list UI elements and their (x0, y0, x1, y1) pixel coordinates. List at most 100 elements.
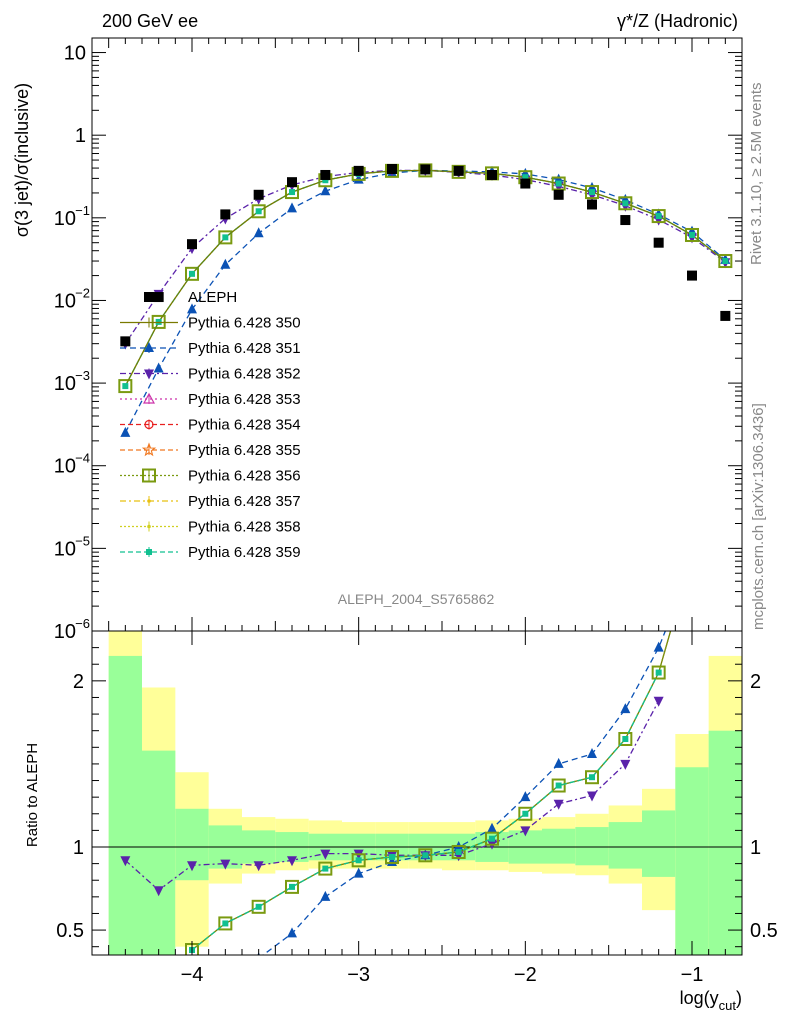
legend-entry-s351: Pythia 6.428 351 (120, 340, 301, 357)
ratio-point-s359 (222, 920, 229, 927)
point-s356 (551, 176, 566, 191)
point-s359 (522, 174, 529, 181)
ratio-point-s351 (353, 867, 364, 878)
ratio-point-s356 (651, 665, 666, 680)
ratio-point-s359 (322, 865, 329, 872)
series-data (120, 163, 731, 347)
y-tick-exponent: −4 (75, 451, 90, 466)
point-s359 (255, 208, 262, 215)
ratio-point-s359 (655, 669, 662, 676)
rivet-label: Rivet 3.1.10, ≥ 2.5M events (748, 83, 765, 266)
ratio-point-s351 (620, 703, 631, 714)
ratio-band-inner (675, 767, 709, 955)
point-data (587, 199, 597, 210)
point-s351 (187, 303, 197, 314)
ratio-point-s356 (618, 732, 633, 746)
ratio-band-inner (142, 750, 176, 955)
analysis-label: ALEPH_2004_S5765862 (338, 591, 495, 607)
point-data (520, 178, 531, 189)
legend-label: ALEPH (188, 289, 237, 306)
ratio-y-tick-label: 0.5 (56, 920, 84, 942)
ratio-point-s351 (287, 927, 297, 938)
ratio-y-tick-label-right: 0.5 (750, 920, 778, 942)
point-data (720, 310, 731, 321)
ratio-point-s356 (285, 879, 299, 894)
point-data (553, 189, 564, 200)
ratio-point-s351 (553, 757, 564, 768)
y-tick-label: 10 (54, 456, 76, 478)
ratio-point-s356 (251, 899, 266, 914)
legend-entry-s355: Pythia 6.428 355 (120, 442, 301, 459)
ratio-point-s356 (318, 861, 333, 876)
ratio-point-s359 (255, 903, 262, 910)
legend-marker (144, 292, 154, 302)
ratio-point-s352 (320, 849, 331, 860)
header-right: γ*/Z (Hadronic) (617, 11, 738, 31)
y-tick-exponent: −3 (75, 368, 90, 383)
ratio-y-axis-label: Ratio to ALEPH (24, 743, 41, 847)
ratio-point-s359 (622, 736, 629, 742)
point-s351 (153, 362, 164, 373)
legend-entry-s350: Pythia 6.428 350 (120, 315, 301, 332)
ratio-point-s356 (485, 831, 499, 846)
point-s359 (189, 270, 195, 277)
legend-entry-s352: Pythia 6.428 352 (120, 366, 301, 383)
ratio-point-s356 (451, 844, 466, 859)
ratio-point-s356 (218, 916, 233, 931)
x-tick-label: −3 (347, 964, 370, 986)
ratio-point-s352 (553, 799, 564, 810)
point-s356 (618, 196, 633, 211)
point-data (153, 292, 164, 303)
ratio-series-clip (120, 631, 672, 955)
point-s351 (120, 426, 131, 437)
legend-marker (147, 524, 151, 529)
ratio-point-s359 (422, 852, 429, 859)
y-tick-label: 10 (64, 43, 86, 65)
legend-label: Pythia 6.428 352 (188, 366, 301, 383)
y-tick-exponent: −6 (75, 616, 90, 631)
legend: ALEPH Pythia 6.428 350 Pythia 6.428 351 Pyt… (120, 289, 301, 561)
point-s359 (655, 213, 662, 220)
legend-label: Pythia 6.428 354 (188, 417, 301, 434)
ratio-point-s359 (389, 853, 395, 860)
ratio-y-tick-label-right: 2 (750, 671, 761, 693)
ratio-point-s356 (518, 806, 533, 821)
point-s359 (222, 234, 229, 241)
point-s359 (589, 189, 595, 196)
series-s356 (118, 163, 733, 394)
legend-marker (144, 419, 154, 430)
legend-label: Pythia 6.428 353 (188, 391, 301, 408)
y-tick-label: 10 (54, 373, 76, 395)
point-s351 (220, 258, 231, 269)
legend-marker (144, 369, 154, 380)
point-s356 (118, 379, 133, 394)
ratio-point-s351 (487, 822, 497, 833)
main-frame (91, 37, 743, 632)
ratio-point-s352 (120, 856, 131, 867)
legend-label: Pythia 6.428 351 (188, 340, 301, 357)
ratio-series-s359 (189, 669, 662, 954)
point-s356 (218, 230, 233, 245)
ratio-point-s359 (355, 857, 362, 864)
point-data (353, 165, 364, 176)
legend-label: Pythia 6.428 359 (188, 544, 301, 561)
y-tick-label: 10 (54, 208, 76, 230)
ratio-y-tick-label: 1 (73, 837, 84, 859)
legend-marker (142, 392, 156, 404)
legend-label: Pythia 6.428 355 (188, 442, 301, 459)
ratio-point-s359 (555, 782, 562, 789)
y-tick-exponent: −5 (75, 533, 90, 548)
ratio-line-s350 (191, 631, 672, 951)
ratio-band-inner (108, 655, 142, 955)
ratio-point-s351 (320, 890, 331, 901)
ratio-point-s352 (653, 696, 664, 707)
ratio-band-inner (708, 730, 742, 955)
point-data (253, 189, 264, 200)
ratio-series (120, 631, 672, 955)
point-data (287, 177, 297, 188)
point-s356 (718, 254, 733, 269)
legend-label: Pythia 6.428 358 (188, 519, 301, 536)
point-s351 (353, 173, 364, 184)
ratio-frame (91, 630, 743, 956)
